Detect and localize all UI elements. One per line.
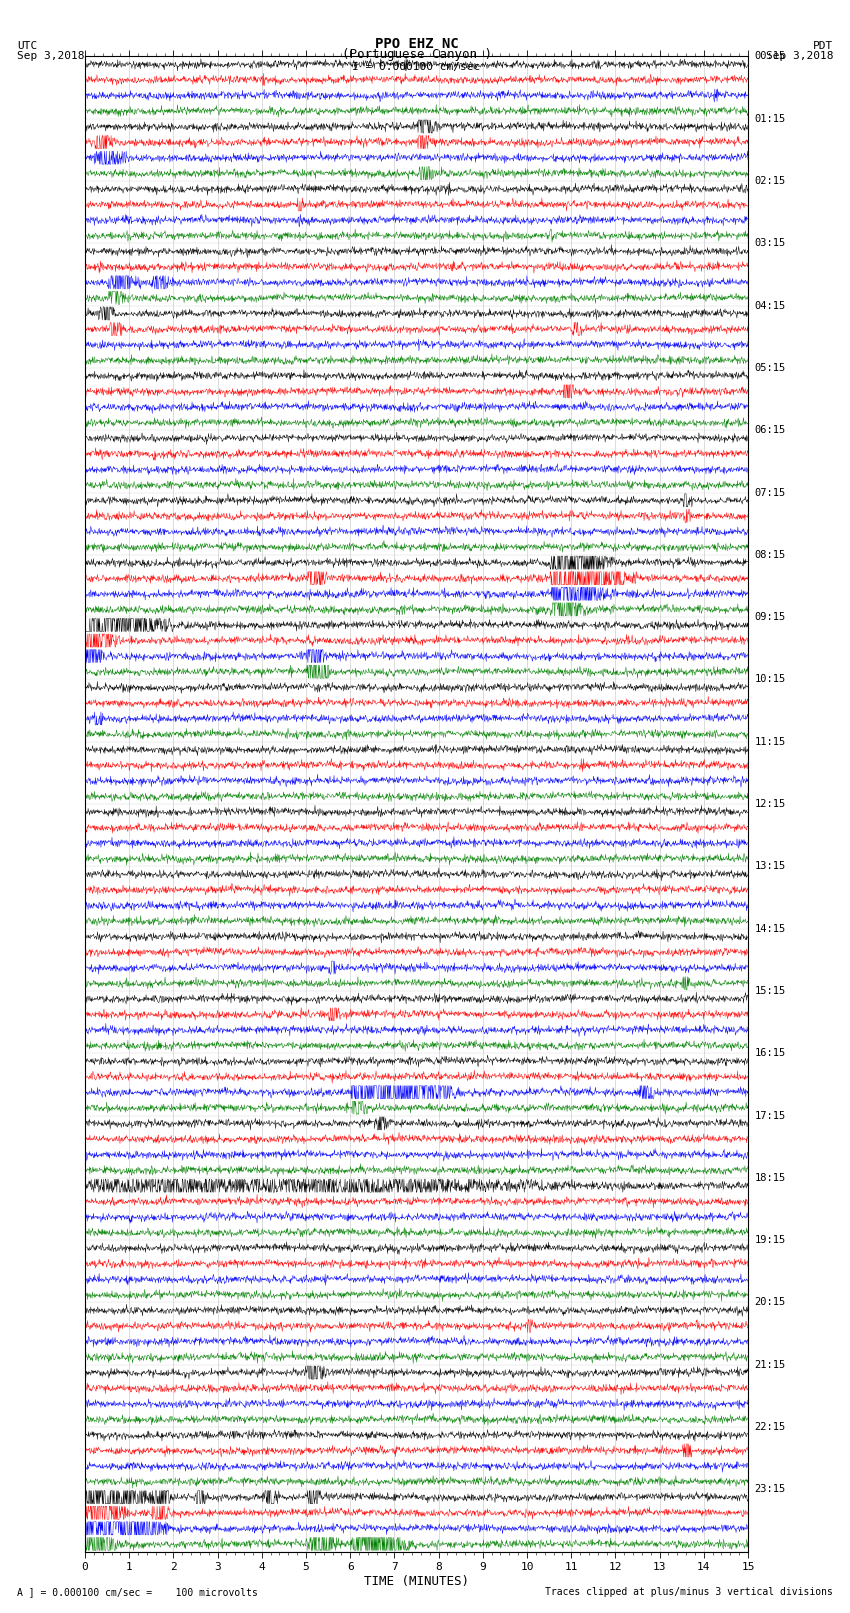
Text: I = 0.000100 cm/sec: I = 0.000100 cm/sec: [353, 61, 480, 71]
Text: 00:15: 00:15: [755, 52, 786, 61]
Text: PPO EHZ NC: PPO EHZ NC: [375, 37, 458, 50]
Text: UTC: UTC: [17, 40, 37, 50]
Text: Traces clipped at plus/minus 3 vertical divisions: Traces clipped at plus/minus 3 vertical …: [545, 1587, 833, 1597]
Text: 04:15: 04:15: [755, 300, 786, 311]
Text: 21:15: 21:15: [755, 1360, 786, 1369]
Text: 08:15: 08:15: [755, 550, 786, 560]
Text: 15:15: 15:15: [755, 986, 786, 995]
Text: 01:15: 01:15: [755, 115, 786, 124]
Text: 19:15: 19:15: [755, 1236, 786, 1245]
X-axis label: TIME (MINUTES): TIME (MINUTES): [364, 1574, 469, 1587]
Text: Sep 3,2018: Sep 3,2018: [766, 52, 833, 61]
Text: 05:15: 05:15: [755, 363, 786, 373]
Text: 23:15: 23:15: [755, 1484, 786, 1494]
Text: 10:15: 10:15: [755, 674, 786, 684]
Text: (Portuguese Canyon ): (Portuguese Canyon ): [342, 48, 491, 61]
Text: 12:15: 12:15: [755, 798, 786, 810]
Text: 11:15: 11:15: [755, 737, 786, 747]
Text: 18:15: 18:15: [755, 1173, 786, 1182]
Text: 02:15: 02:15: [755, 176, 786, 185]
Text: Sep 3,2018: Sep 3,2018: [17, 52, 84, 61]
Text: A ] = 0.000100 cm/sec =    100 microvolts: A ] = 0.000100 cm/sec = 100 microvolts: [17, 1587, 258, 1597]
Text: 17:15: 17:15: [755, 1111, 786, 1121]
Text: 20:15: 20:15: [755, 1297, 786, 1308]
Text: 03:15: 03:15: [755, 239, 786, 248]
Text: 22:15: 22:15: [755, 1423, 786, 1432]
Text: 14:15: 14:15: [755, 924, 786, 934]
Text: 16:15: 16:15: [755, 1048, 786, 1058]
Text: 07:15: 07:15: [755, 487, 786, 497]
Text: 06:15: 06:15: [755, 426, 786, 436]
Text: PDT: PDT: [813, 40, 833, 50]
Text: 13:15: 13:15: [755, 861, 786, 871]
Text: 09:15: 09:15: [755, 613, 786, 623]
